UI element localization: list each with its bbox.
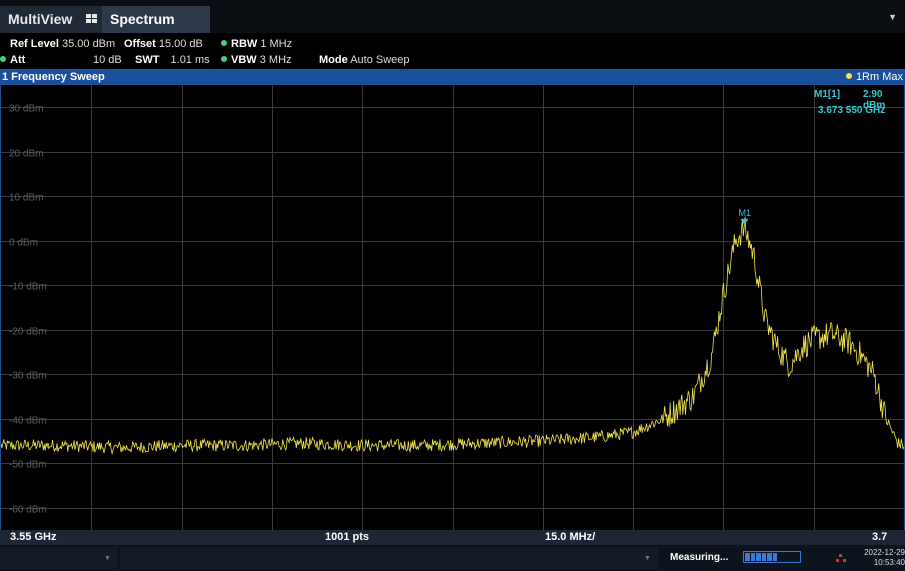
ref-level-setting[interactable]: Ref Level 35.00 dBm xyxy=(10,36,115,52)
tab-multiview-label: MultiView xyxy=(8,11,73,27)
status-date: 2022-12-29 xyxy=(864,548,905,557)
progress-segment xyxy=(750,553,755,561)
y-tick-label: -50 dBm xyxy=(9,460,47,471)
progress-segment xyxy=(756,553,761,561)
trace-legend[interactable]: 1Rm Max xyxy=(845,69,903,85)
axis-points: 1001 pts xyxy=(325,531,370,543)
offset-label: Offset xyxy=(124,38,156,50)
trace-1-color-dot-icon xyxy=(845,73,852,79)
y-tick-label: -30 dBm xyxy=(9,371,47,382)
progress-segment xyxy=(772,553,777,561)
marker-m1-label: M1 xyxy=(738,208,751,218)
tab-spectrum-label: Spectrum xyxy=(110,11,175,27)
status-bar: ▼ ▼ Measuring... 2022-12-29 10:53:40 xyxy=(0,545,905,571)
rbw-value: 1 MHz xyxy=(260,38,293,50)
frequency-axis-bar: 3.55 GHz 1001 pts 15.0 MHz/ 3.7 GHz xyxy=(0,530,905,558)
window-title: 1 Frequency Sweep xyxy=(2,71,105,83)
rbw-setting[interactable]: RBW 1 MHz xyxy=(221,36,292,52)
title-bar: MultiView Spectrum ▼ xyxy=(0,0,905,33)
frequency-sweep-window-header[interactable]: 1 Frequency Sweep 1Rm Max xyxy=(0,69,905,85)
window-menu-chevron-down-icon[interactable]: ▼ xyxy=(888,12,897,22)
y-tick-label: 30 dBm xyxy=(9,104,43,115)
spectrum-chart[interactable]: 30 dBm 20 dBm 10 dBm 0 dBm -10 dBm -20 dBm -30… xyxy=(1,85,904,530)
mode-setting[interactable]: Mode Auto Sweep xyxy=(319,52,410,68)
y-tick-label: -20 dBm xyxy=(9,327,47,338)
vbw-value: 3 MHz xyxy=(259,54,292,66)
progress-segment xyxy=(789,553,794,561)
marker-readout-level: 2.90 dBm xyxy=(863,89,886,111)
axis-start-frequency: 3.55 GHz xyxy=(10,531,57,543)
trace-1-line xyxy=(1,216,904,456)
offset-value: 15.00 dB xyxy=(158,38,203,50)
measurement-settings[interactable]: Ref Level 35.00 dBm Offset 15.00 dB RBW … xyxy=(0,33,905,69)
att-value: 10 dB xyxy=(93,54,122,66)
vbw-label: VBW xyxy=(231,54,257,66)
att-label: Att xyxy=(10,54,26,66)
mode-value: Auto Sweep xyxy=(350,54,410,66)
progress-segment xyxy=(778,553,783,561)
status-chevron-down-icon-2: ▼ xyxy=(644,555,651,562)
rbw-coupled-dot-icon xyxy=(221,40,227,46)
sweep-progress-bar xyxy=(743,551,801,563)
network-icon[interactable] xyxy=(836,554,846,562)
multiview-grid-icon xyxy=(86,14,97,23)
trace-legend-label: 1Rm Max xyxy=(855,71,903,83)
y-tick-label: -60 dBm xyxy=(9,505,47,516)
status-segment-1[interactable]: ▼ xyxy=(0,547,118,569)
vbw-coupled-dot-icon xyxy=(221,56,227,62)
axis-span-per-div: 15.0 MHz/ xyxy=(545,531,596,543)
swt-value: 1.01 ms xyxy=(170,54,210,66)
y-tick-label: 0 dBm xyxy=(9,238,38,249)
status-segment-2[interactable]: ▼ xyxy=(120,547,658,569)
att-setting[interactable]: Att xyxy=(0,52,25,68)
ref-level-value: 35.00 dBm xyxy=(61,38,116,50)
rbw-label: RBW xyxy=(231,38,258,50)
progress-segment xyxy=(761,553,766,561)
date-time: 2022-12-29 10:53:40 xyxy=(860,548,905,568)
swt-setting[interactable]: SWT 1.01 ms xyxy=(135,52,210,68)
ref-level-label: Ref Level xyxy=(10,38,59,50)
tab-multiview[interactable]: MultiView xyxy=(0,6,102,33)
mode-label: Mode xyxy=(319,54,348,66)
y-tick-label: 10 dBm xyxy=(9,193,43,204)
offset-setting[interactable]: Offset 15.00 dB xyxy=(124,36,203,52)
marker-readout-frequency: 3.673 550 GHz xyxy=(818,105,886,116)
tab-spectrum[interactable]: Spectrum xyxy=(102,6,210,33)
swt-label: SWT xyxy=(135,54,160,66)
y-tick-label: 20 dBm xyxy=(9,149,43,160)
att-coupled-dot-icon xyxy=(0,56,6,62)
y-tick-label: -10 dBm xyxy=(9,282,47,293)
status-chevron-down-icon: ▼ xyxy=(104,555,111,562)
vbw-setting[interactable]: VBW 3 MHz xyxy=(221,52,292,68)
y-tick-label: -40 dBm xyxy=(9,416,47,427)
marker-m1-triangle xyxy=(740,218,749,225)
progress-segment xyxy=(784,553,789,561)
marker-readout-label: M1[1] xyxy=(814,89,841,100)
measuring-status: Measuring... xyxy=(670,552,729,563)
status-time: 10:53:40 xyxy=(873,558,905,567)
progress-segment xyxy=(767,553,772,561)
progress-segment xyxy=(745,553,750,561)
progress-segment xyxy=(795,553,800,561)
spectrum-plot[interactable]: 30 dBm 20 dBm 10 dBm 0 dBm -10 dBm -20 dBm -30… xyxy=(0,85,905,530)
